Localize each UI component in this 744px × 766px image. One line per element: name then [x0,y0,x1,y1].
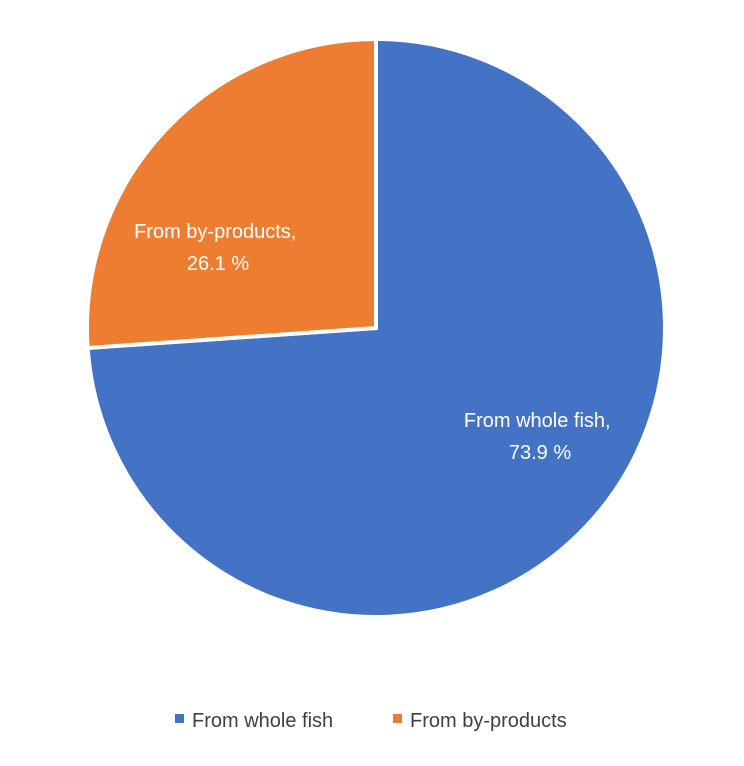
slice-label-whole-fish-name: From whole fish, [464,410,611,432]
legend-label-whole-fish: From whole fish [192,710,333,732]
slice-label-by-products: From by-products, 26.1 % [134,221,302,275]
slice-label-whole-fish-value: 73.9 % [509,442,571,464]
legend: From whole fish From by-products [175,710,567,732]
legend-swatch-whole-fish [175,714,184,723]
pie-slices [85,36,667,619]
slice-label-whole-fish: From whole fish, 73.9 % [464,410,616,464]
slice-label-by-products-value: 26.1 % [187,253,249,275]
legend-label-by-products: From by-products [410,710,567,732]
slice-label-by-products-name: From by-products, [134,221,296,243]
legend-swatch-by-products [393,714,402,723]
pie-slice-by-products [85,36,378,351]
pie-data-labels: From whole fish, 73.9 % From by-products… [134,221,616,464]
